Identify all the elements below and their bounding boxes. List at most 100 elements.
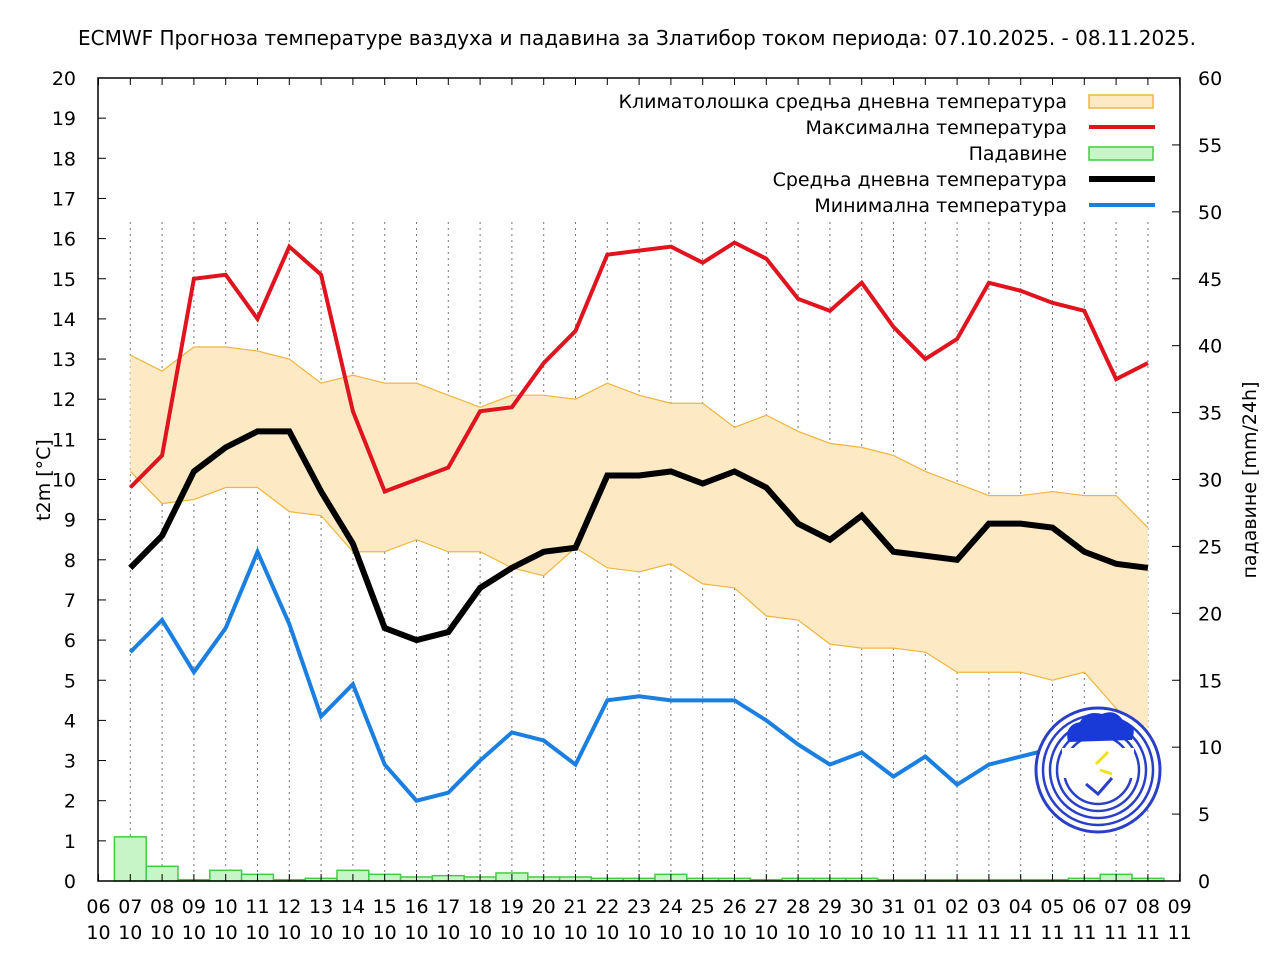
x-tick-month: 11: [1168, 922, 1192, 944]
y2-tick-label: 30: [1198, 470, 1222, 492]
x-tick-day: 27: [754, 896, 778, 918]
x-tick-month: 10: [245, 922, 269, 944]
x-tick-month: 11: [1072, 922, 1096, 944]
x-tick-day: 06: [1072, 896, 1096, 918]
climatology-band-area: [130, 347, 1148, 737]
y2-tick-label: 10: [1198, 737, 1222, 759]
y-axis-label: t2m [°C]: [33, 439, 55, 521]
y-tick-label: 15: [52, 269, 76, 291]
x-tick-day: 07: [118, 896, 142, 918]
x-tick-day: 23: [627, 896, 651, 918]
x-tick-day: 10: [214, 896, 238, 918]
x-tick-day: 28: [786, 896, 810, 918]
x-tick-day: 09: [182, 896, 206, 918]
legend-label: Климатолошка средња дневна температура: [618, 91, 1067, 113]
climatology-upper-edge: [130, 346, 1149, 529]
x-tick-month: 10: [532, 922, 556, 944]
x-tick-day: 06: [86, 896, 110, 918]
x-tick-month: 10: [182, 922, 206, 944]
x-tick-day: 20: [532, 896, 556, 918]
y2-tick-label: 25: [1198, 536, 1222, 558]
x-tick-month: 10: [881, 922, 905, 944]
x-tick-month: 11: [1136, 922, 1160, 944]
y2-tick-label: 45: [1198, 269, 1222, 291]
y-tick-label: 18: [52, 148, 76, 170]
x-tick-month: 10: [786, 922, 810, 944]
x-tick-month: 10: [277, 922, 301, 944]
x-tick-day: 01: [913, 896, 937, 918]
x-tick-month: 10: [850, 922, 874, 944]
min-temp-line: [128, 546, 1149, 803]
y2-tick-label: 40: [1198, 336, 1222, 358]
x-axis: 06 10 07 10 08 10 09 10 10 10 11 10 12 10 13 10 14 10 15 10…: [86, 78, 1192, 944]
temperature-lines: [128, 240, 1149, 803]
legend-label: Минимална температура: [814, 195, 1067, 217]
y-tick-label: 3: [64, 751, 76, 773]
y-tick-label: 8: [64, 550, 76, 572]
x-tick-month: 10: [214, 922, 238, 944]
x-tick-month: 10: [818, 922, 842, 944]
y-tick-label: 10: [52, 470, 76, 492]
x-tick-month: 10: [754, 922, 778, 944]
x-tick-day: 30: [850, 896, 874, 918]
y-tick-label: 17: [52, 188, 76, 210]
x-tick-day: 16: [404, 896, 428, 918]
x-tick-day: 31: [881, 896, 905, 918]
legend-swatch-precip: [1088, 146, 1154, 161]
y2-tick-label: 60: [1198, 68, 1222, 90]
x-tick-day: 05: [1040, 896, 1064, 918]
mean-temp-line: [128, 428, 1149, 644]
y-tick-label: 1: [64, 831, 76, 853]
y2-tick-label: 20: [1198, 603, 1222, 625]
y2-tick-label: 35: [1198, 403, 1222, 425]
x-tick-day: 07: [1104, 896, 1128, 918]
legend-label: Падавине: [969, 143, 1067, 165]
chart-title: ECMWF Прогноза температуре ваздуха и пад…: [78, 26, 1196, 50]
y-tick-label: 4: [64, 710, 76, 732]
x-tick-month: 11: [945, 922, 969, 944]
y-tick-label: 20: [52, 68, 76, 90]
climatology-lower-edge: [129, 471, 1149, 737]
y-tick-label: 12: [52, 389, 76, 411]
y2-axis-label: падавине [mm/24h]: [1239, 381, 1261, 578]
x-tick-month: 10: [722, 922, 746, 944]
y2-tick-label: 50: [1198, 202, 1222, 224]
x-tick-day: 21: [563, 896, 587, 918]
x-tick-day: 24: [659, 896, 683, 918]
x-tick-day: 08: [1136, 896, 1160, 918]
x-tick-day: 15: [373, 896, 397, 918]
x-tick-month: 10: [373, 922, 397, 944]
x-tick-day: 13: [309, 896, 333, 918]
x-tick-month: 10: [436, 922, 460, 944]
legend-label: Максимална температура: [806, 117, 1067, 139]
x-tick-day: 29: [818, 896, 842, 918]
x-tick-month: 10: [627, 922, 651, 944]
x-tick-day: 17: [436, 896, 460, 918]
x-tick-day: 09: [1168, 896, 1192, 918]
x-tick-day: 18: [468, 896, 492, 918]
y-tick-label: 19: [52, 108, 76, 130]
x-tick-month: 11: [977, 922, 1001, 944]
x-tick-month: 10: [595, 922, 619, 944]
y-tick-label: 11: [52, 429, 76, 451]
y-tick-label: 9: [64, 510, 76, 532]
x-tick-day: 03: [977, 896, 1001, 918]
x-tick-day: 25: [691, 896, 715, 918]
x-tick-month: 10: [468, 922, 492, 944]
x-tick-month: 10: [309, 922, 333, 944]
y-axis-right: 0 5 10 15 20 25 30 35 40 45 50 55 60: [1172, 68, 1222, 893]
x-tick-month: 10: [118, 922, 142, 944]
x-tick-day: 12: [277, 896, 301, 918]
y2-tick-label: 5: [1198, 804, 1210, 826]
x-tick-month: 10: [691, 922, 715, 944]
y2-tick-label: 0: [1198, 871, 1210, 893]
x-tick-month: 10: [86, 922, 110, 944]
y2-tick-label: 15: [1198, 670, 1222, 692]
y-tick-label: 16: [52, 229, 76, 251]
y-tick-label: 2: [64, 791, 76, 813]
legend-label: Средња дневна температура: [773, 169, 1067, 191]
y-tick-label: 6: [64, 630, 76, 652]
y-tick-label: 14: [52, 309, 76, 331]
y-tick-label: 13: [52, 349, 76, 371]
